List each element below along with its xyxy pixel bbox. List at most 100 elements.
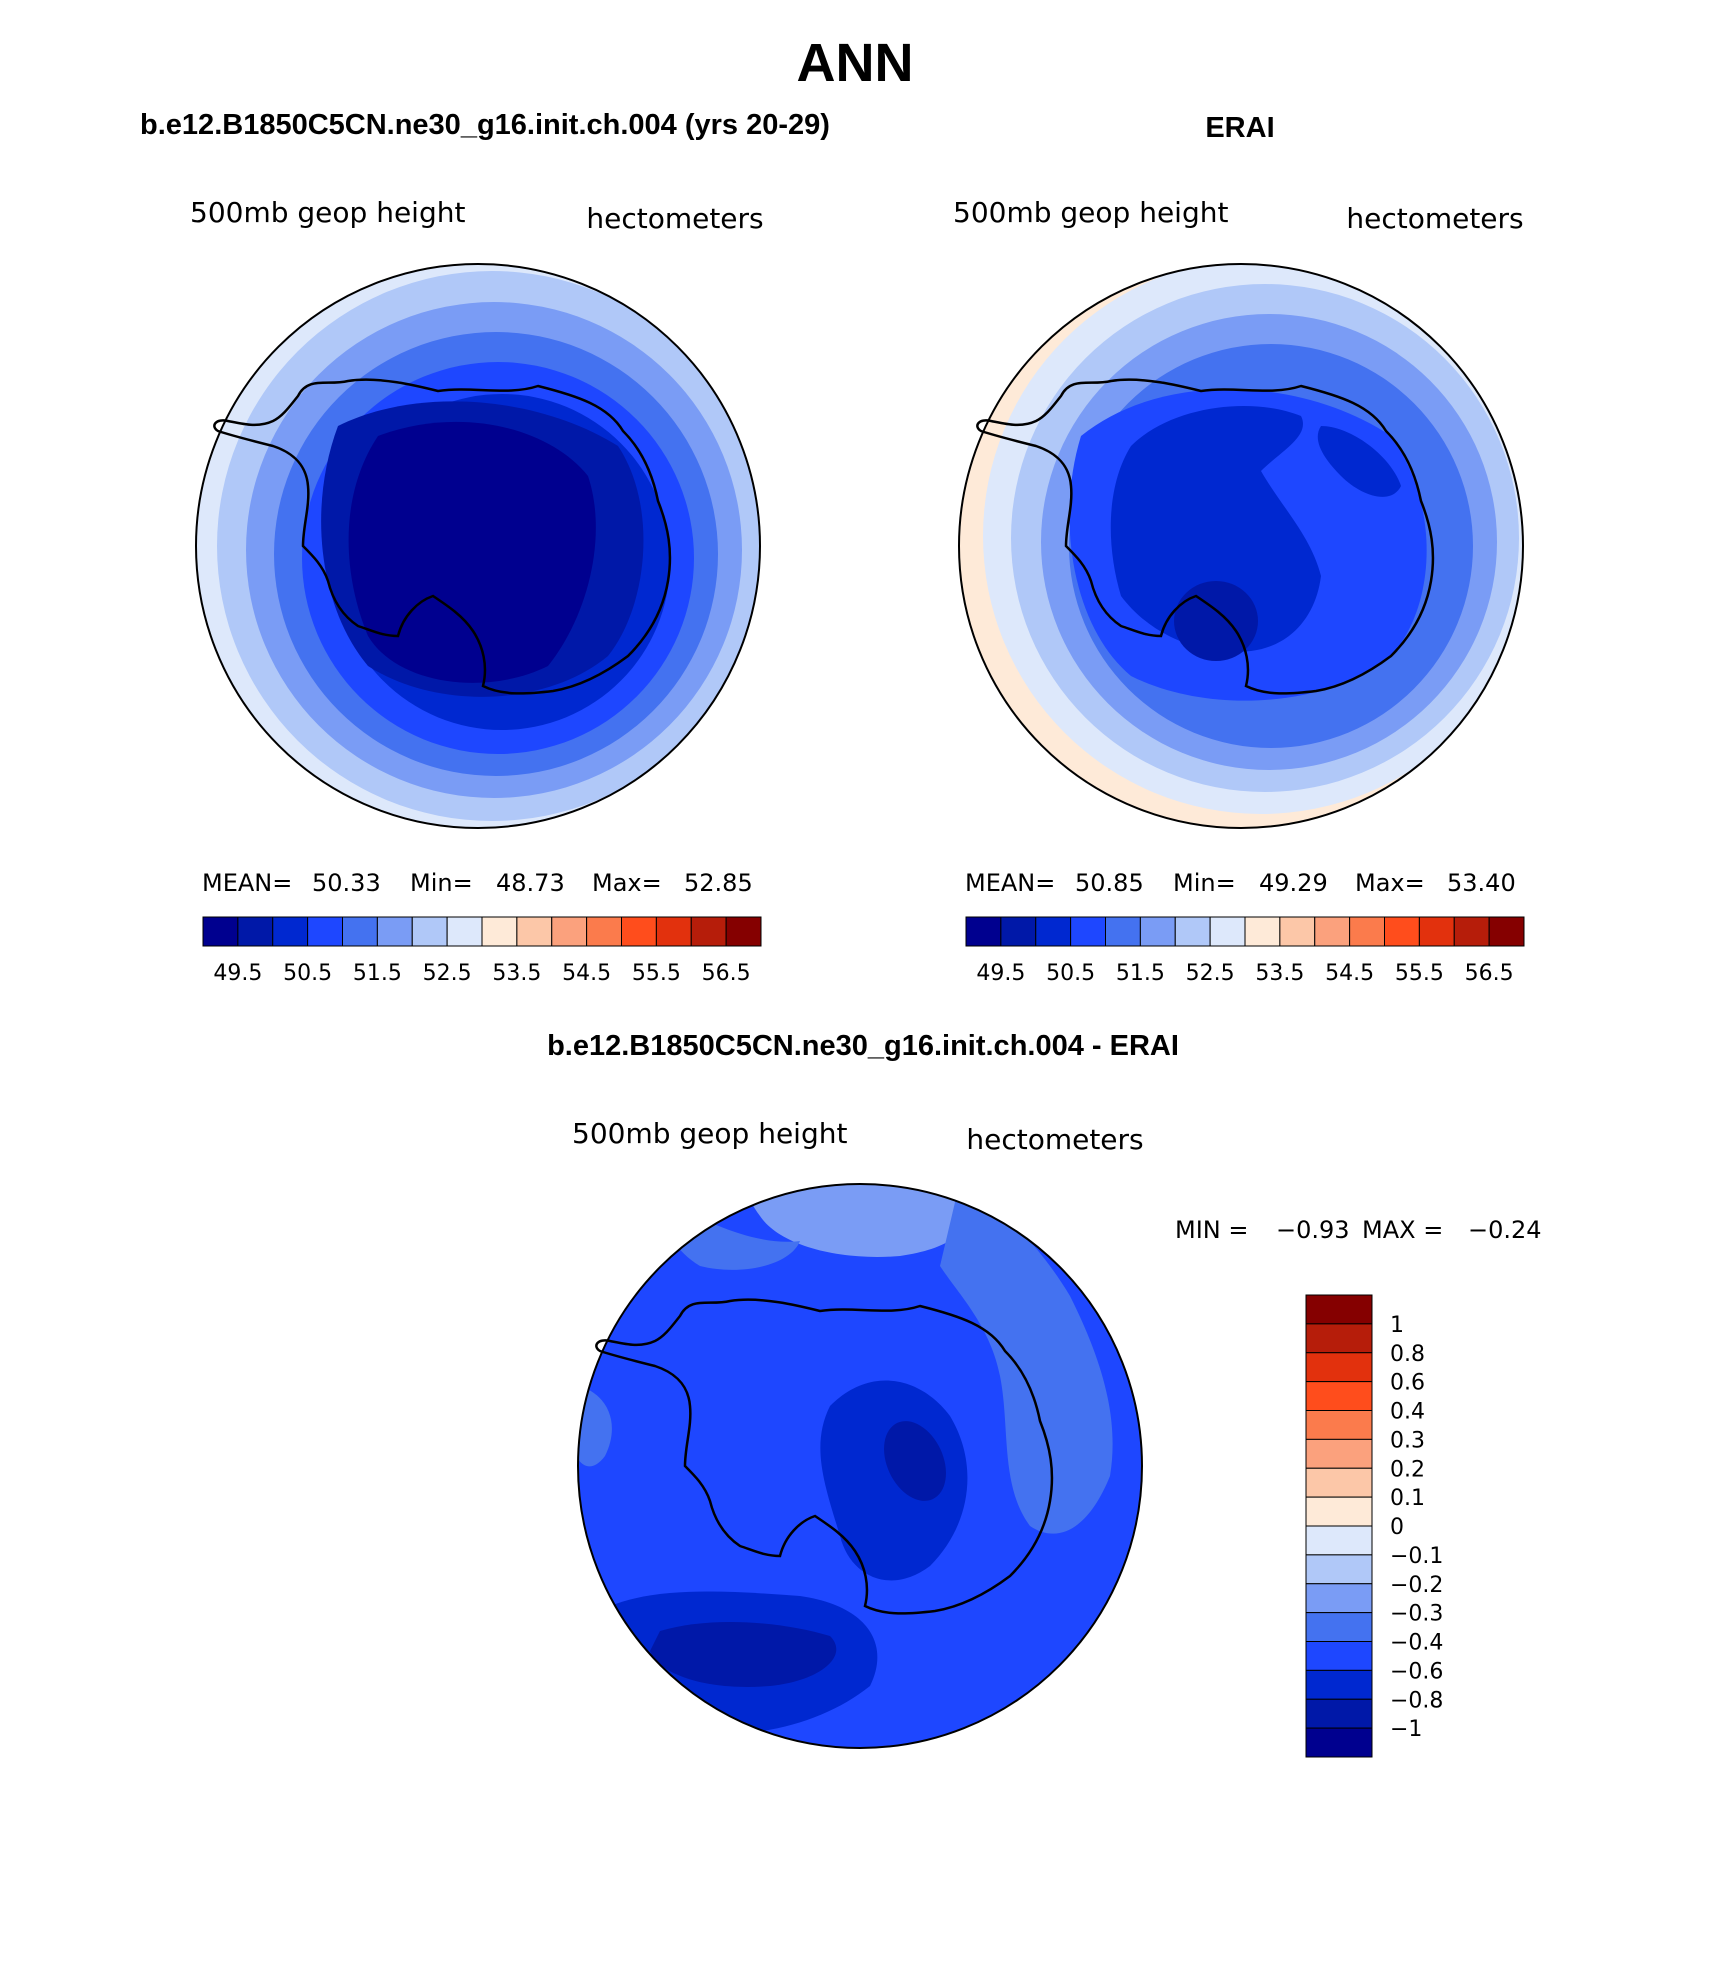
panel-obs-heading: ERAI xyxy=(1205,112,1274,144)
diff-colorbar-swatch xyxy=(1305,1727,1373,1758)
obs-colorbar-swatch xyxy=(1070,916,1106,947)
model-min-value: 48.73 xyxy=(496,869,565,897)
diff-colorbar-tick-label: 0.3 xyxy=(1390,1428,1425,1453)
diff-contour-darkest-bottom xyxy=(650,1621,837,1687)
diff-colorbar-swatch xyxy=(1305,1294,1373,1325)
model-colorbar-swatch xyxy=(725,916,762,947)
diff-colorbar-swatch xyxy=(1305,1554,1373,1585)
obs-mean-value: 50.85 xyxy=(1075,869,1144,897)
obs-colorbar-swatch xyxy=(1279,916,1316,947)
model-mean-value: 50.33 xyxy=(312,869,381,897)
diff-colorbar-swatch xyxy=(1305,1496,1373,1527)
panel-diff: b.e12.B1850C5CN.ne30_g16.init.ch.004 - E… xyxy=(547,1030,1542,1758)
obs-colorbar-swatch xyxy=(1244,916,1281,947)
diff-colorbar-swatch xyxy=(1305,1641,1373,1671)
obs-colorbar-tick-label: 50.5 xyxy=(1046,961,1095,986)
obs-colorbar-tick-label: 56.5 xyxy=(1465,961,1514,986)
diff-colorbar-swatch xyxy=(1305,1438,1373,1469)
diff-colorbar-swatch xyxy=(1305,1323,1373,1354)
panel-obs: ERAI 500mb geop height hectometers MEAN=… xyxy=(953,112,1525,986)
obs-map-border xyxy=(958,263,1524,829)
obs-colorbar-swatch xyxy=(1488,916,1525,947)
model-colorbar-swatch xyxy=(411,916,448,947)
panel-obs-units-label: hectometers xyxy=(1346,202,1523,235)
panel-diff-heading: b.e12.B1850C5CN.ne30_g16.init.ch.004 - E… xyxy=(547,1030,1179,1062)
diff-map-border xyxy=(577,1183,1143,1749)
obs-min-label: Min= xyxy=(1173,869,1236,897)
diff-min-value: −0.93 xyxy=(1276,1216,1350,1244)
panel-diff-units-label: hectometers xyxy=(966,1123,1143,1156)
model-colorbar-tick-label: 49.5 xyxy=(213,961,262,986)
diff-colorbar-tick-label: 0.1 xyxy=(1390,1486,1425,1511)
model-max-value: 52.85 xyxy=(684,869,753,897)
model-colorbar-swatch xyxy=(481,916,518,947)
model-contour-core xyxy=(348,421,596,683)
obs-colorbar-swatch xyxy=(1209,916,1246,947)
model-colorbar-tick-label: 50.5 xyxy=(283,961,332,986)
polar-map-diff xyxy=(577,1183,1143,1749)
panel-obs-stats: MEAN= 50.85 Min= 49.29 Max= 53.40 xyxy=(965,869,1516,897)
obs-mean-label: MEAN= xyxy=(965,869,1055,897)
model-colorbar-tick-label: 54.5 xyxy=(562,961,611,986)
diff-colorbar-tick-label: 0.8 xyxy=(1390,1342,1425,1367)
obs-colorbar-tick-label: 54.5 xyxy=(1325,961,1374,986)
model-mean-label: MEAN= xyxy=(202,869,292,897)
obs-colorbar-swatch xyxy=(1000,916,1037,947)
panel-model-variable-label: 500mb geop height xyxy=(190,196,465,229)
obs-colorbar-swatch xyxy=(1174,916,1211,947)
diff-colorbar-swatch xyxy=(1305,1698,1373,1729)
diff-contour-mid-right xyxy=(940,1184,1113,1534)
diff-colorbar-swatch xyxy=(1305,1381,1373,1411)
model-colorbar-swatch xyxy=(307,916,343,947)
diff-colorbar-tick-label: 0.4 xyxy=(1390,1400,1425,1425)
obs-colorbar-swatch xyxy=(1105,916,1141,947)
model-colorbar-swatch xyxy=(586,916,622,947)
model-colorbar-swatch xyxy=(376,916,413,947)
obs-colorbar-swatch xyxy=(1139,916,1176,947)
obs-colorbar-swatch xyxy=(965,916,1002,947)
obs-min-value: 49.29 xyxy=(1259,869,1328,897)
model-colorbar-swatch xyxy=(690,916,727,947)
figure-title: ANN xyxy=(797,33,914,93)
model-colorbar-tick-label: 51.5 xyxy=(353,961,402,986)
panel-model-heading: b.e12.B1850C5CN.ne30_g16.init.ch.004 (yr… xyxy=(140,109,830,141)
panel-diff-variable-label: 500mb geop height xyxy=(572,1117,847,1150)
obs-colorbar-swatch xyxy=(1349,916,1385,947)
obs-contour-core xyxy=(1110,406,1321,652)
obs-colorbar-swatch xyxy=(1314,916,1351,947)
panel-obs-variable-label: 500mb geop height xyxy=(953,196,1228,229)
model-colorbar-swatch xyxy=(621,916,657,947)
panel-model-stats: MEAN= 50.33 Min= 48.73 Max= 52.85 xyxy=(202,869,753,897)
diff-min-label: MIN = xyxy=(1175,1216,1248,1244)
diff-colorbar-swatch xyxy=(1305,1583,1373,1614)
diff-colorbar-tick-label: 0.6 xyxy=(1390,1371,1425,1396)
obs-colorbar-swatch xyxy=(1035,916,1072,947)
diff-colorbar-tick-label: −0.3 xyxy=(1390,1602,1443,1627)
model-colorbar-tick-label: 56.5 xyxy=(702,961,751,986)
model-colorbar-swatch xyxy=(446,916,483,947)
model-colorbar-tick-label: 53.5 xyxy=(492,961,541,986)
obs-colorbar-tick-label: 49.5 xyxy=(976,961,1025,986)
model-map-border xyxy=(195,263,761,829)
model-colorbar-swatch xyxy=(272,916,309,947)
colorbar-model: 49.5 50.5 51.5 52.5 53.5 54.5 55.5 56.5 xyxy=(202,916,762,986)
diff-colorbar-tick-label: −0.1 xyxy=(1390,1544,1443,1569)
model-min-label: Min= xyxy=(410,869,473,897)
model-colorbar-swatch xyxy=(342,916,378,947)
diff-max-value: −0.24 xyxy=(1468,1216,1542,1244)
model-colorbar-tick-label: 52.5 xyxy=(423,961,472,986)
obs-colorbar-swatch xyxy=(1418,916,1455,947)
diff-colorbar-swatch xyxy=(1305,1410,1373,1440)
obs-colorbar-tick-label: 52.5 xyxy=(1186,961,1235,986)
model-colorbar-swatch xyxy=(551,916,588,947)
diff-colorbar-tick-label: −0.4 xyxy=(1390,1631,1443,1656)
diff-colorbar-swatch xyxy=(1305,1669,1373,1700)
diff-colorbar-swatch xyxy=(1305,1612,1373,1642)
obs-contour-minimum xyxy=(1174,581,1258,661)
diff-max-label: MAX = xyxy=(1362,1216,1443,1244)
obs-colorbar-tick-label: 53.5 xyxy=(1255,961,1304,986)
diff-colorbar-tick-label: −0.2 xyxy=(1390,1573,1443,1598)
model-colorbar-swatch xyxy=(655,916,692,947)
diff-contour-darkest-interior xyxy=(884,1421,946,1501)
